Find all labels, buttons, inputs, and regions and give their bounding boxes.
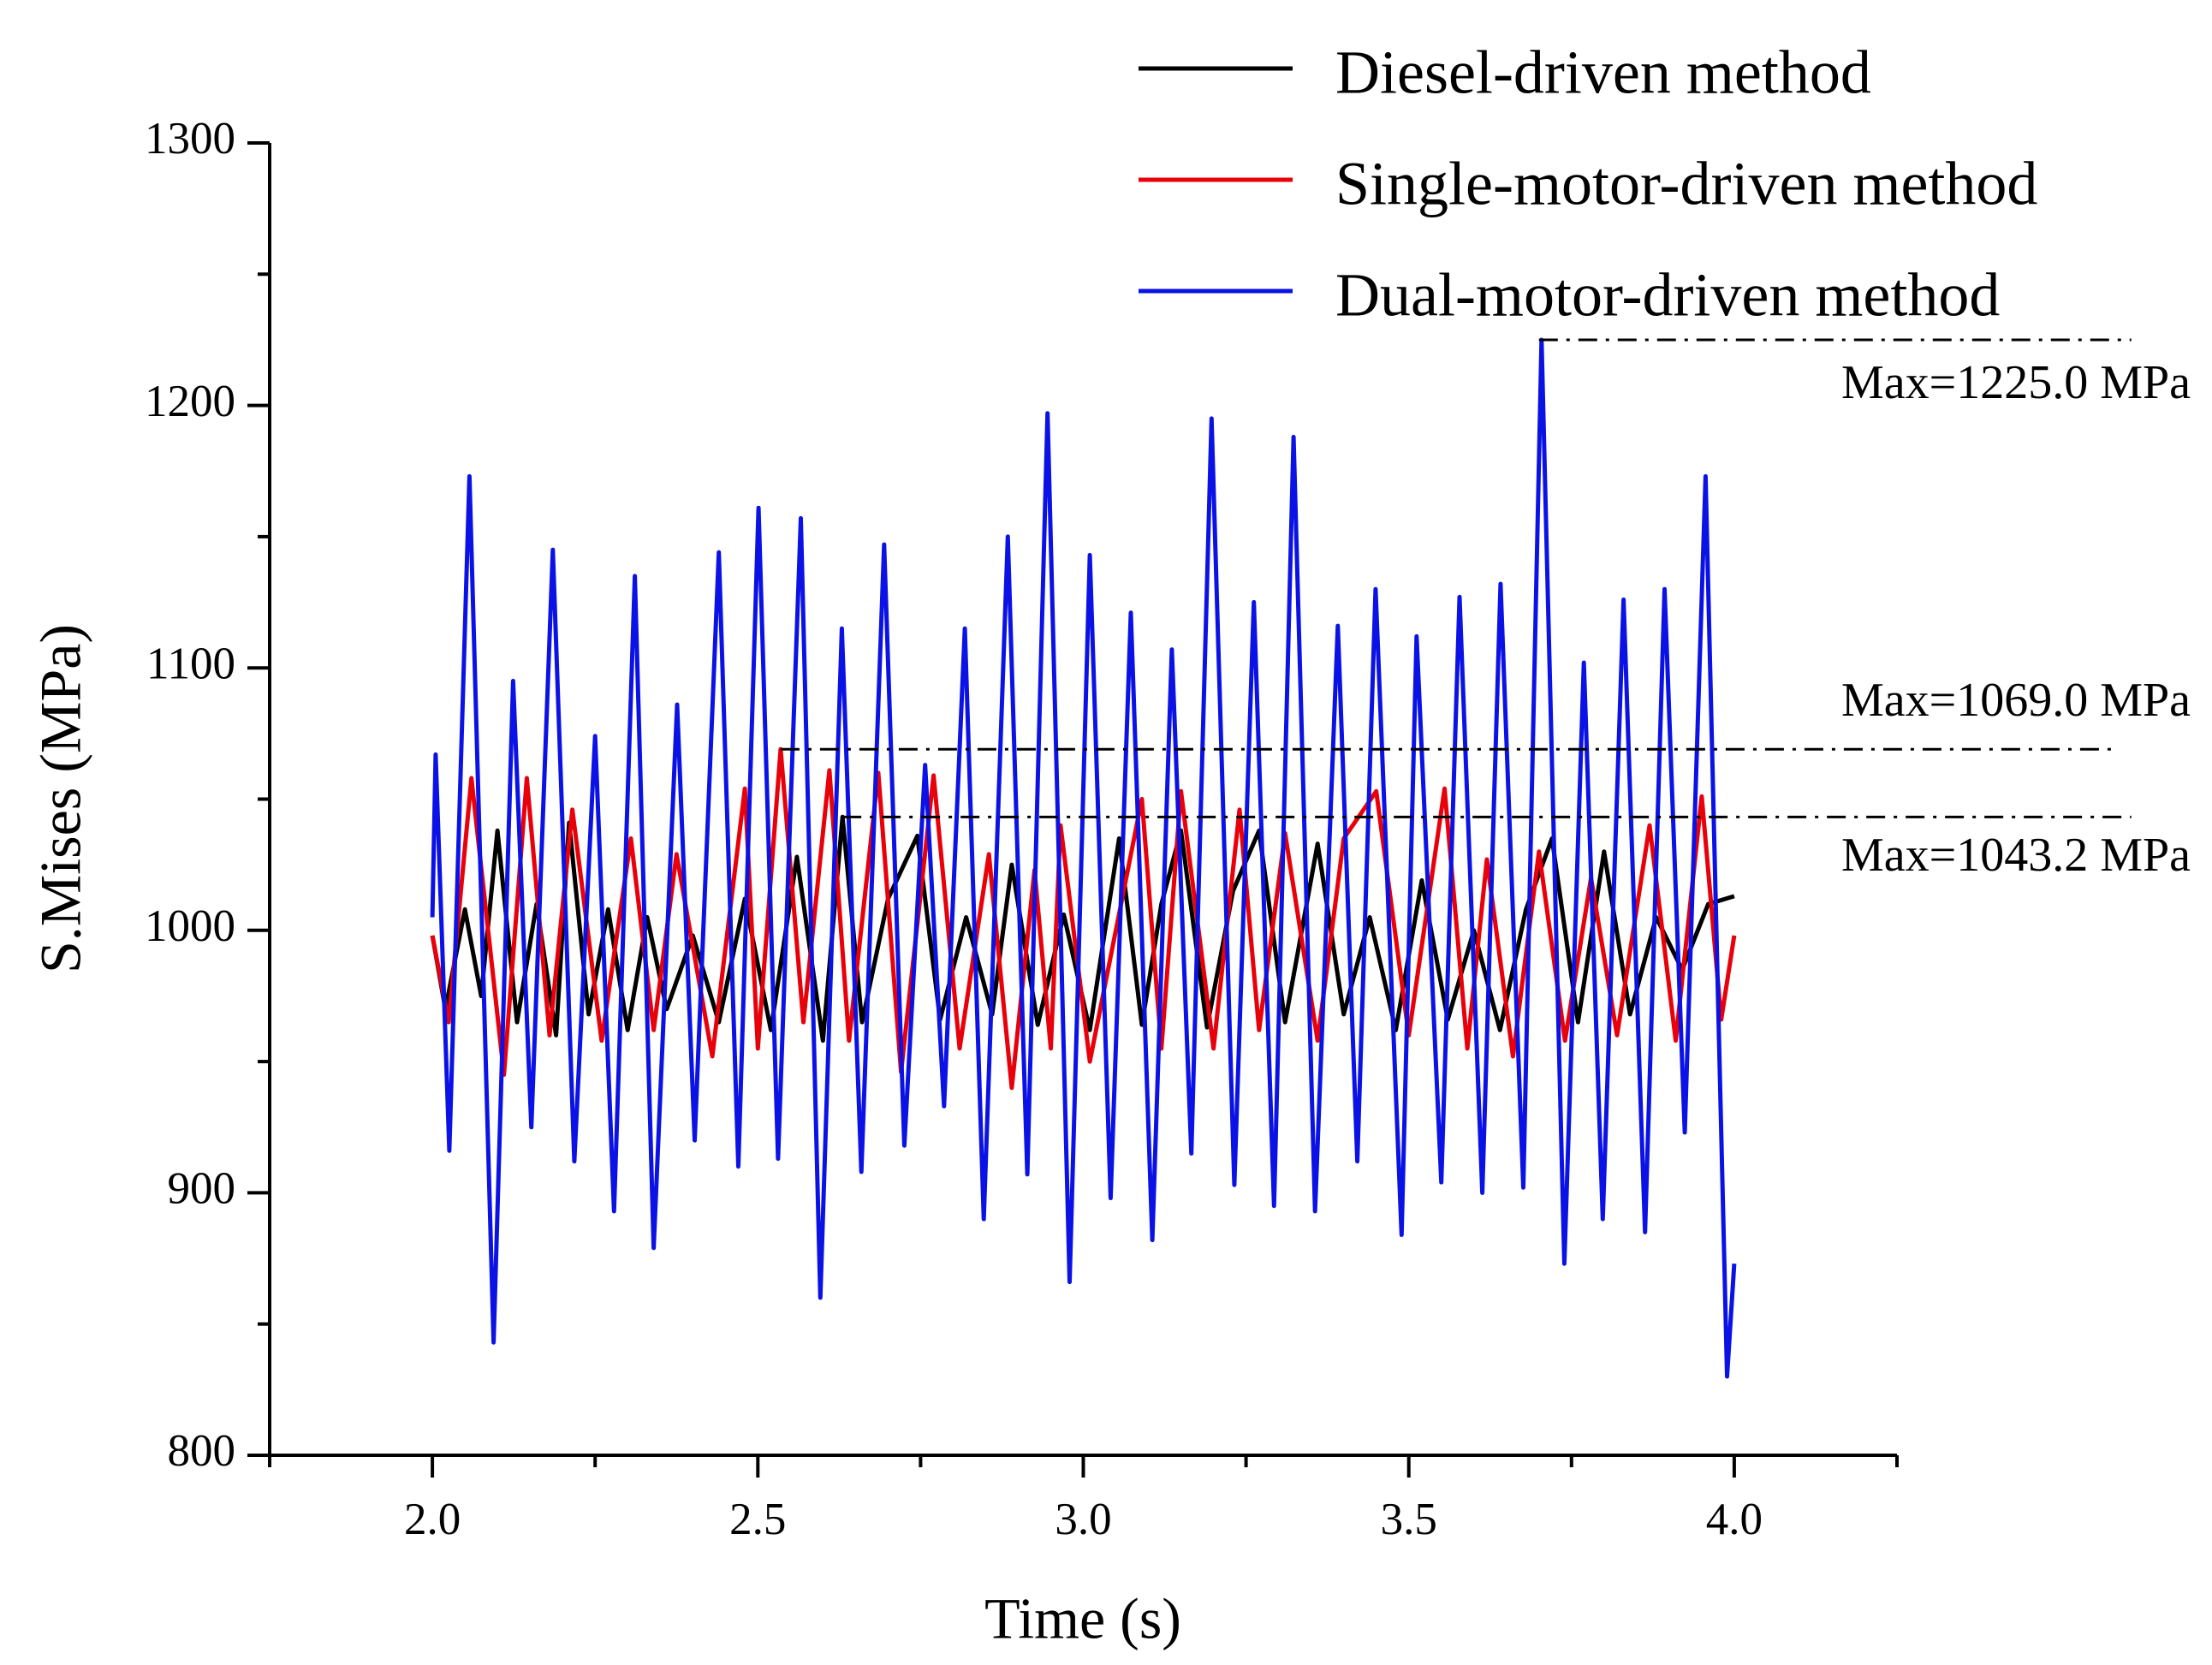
y-tick-label: 1300: [145, 114, 235, 164]
y-tick-label: 1000: [145, 901, 235, 951]
y-tick-label: 900: [168, 1164, 236, 1214]
x-tick-label: 2.5: [729, 1495, 786, 1544]
legend-label: Single-motor-driven method: [1335, 150, 2037, 218]
x-tick-label: 3.5: [1381, 1495, 1437, 1544]
x-tick-label: 4.0: [1706, 1495, 1763, 1544]
series-line: [430, 746, 1737, 1091]
x-tick-label: 3.0: [1055, 1495, 1111, 1544]
reference-label: Max=1069.0 MPa: [1841, 674, 2191, 727]
legend-label: Dual-motor-driven method: [1335, 261, 2000, 330]
reference-label: Max=1225.0 MPa: [1841, 356, 2191, 409]
y-tick-label: 1200: [145, 377, 235, 426]
series-line: [430, 337, 1737, 1379]
x-tick-label: 2.0: [404, 1495, 461, 1544]
x-axis-label: Time (s): [984, 1586, 1181, 1651]
legend-label: Diesel-driven method: [1335, 39, 1871, 107]
y-tick-label: 800: [168, 1426, 236, 1476]
reference-label: Max=1043.2 MPa: [1841, 829, 2191, 882]
y-tick-label: 1100: [146, 639, 235, 688]
y-axis-label: S.Mises (MPa): [28, 624, 93, 973]
